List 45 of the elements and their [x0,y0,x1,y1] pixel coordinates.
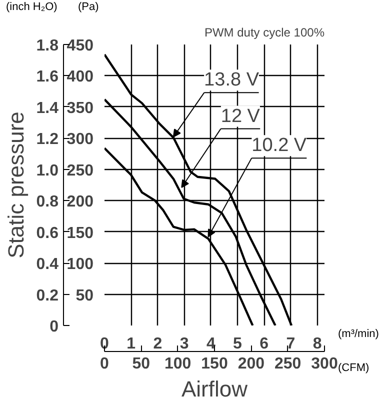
text: 13.8 V [204,70,260,91]
y-tick-label: 1.2 [36,131,59,148]
y2-tick-label: 200 [66,194,94,211]
y-tick-label: 0.8 [36,194,59,211]
y-tick-label: 0 [50,318,59,336]
text: (CFM) [338,361,370,376]
text: (inch H₂O) [6,0,58,15]
y2-tick-label: 450 [66,38,94,54]
y2-tick-label: 250 [66,162,94,180]
x-tick-label: 0 [100,336,110,352]
y-tick-label: 1.8 [36,38,59,54]
y-axis-title: Static pressure [3,112,28,258]
x2-tick-label: 200 [238,356,265,372]
x-tick-label: 4 [206,336,216,352]
y2-tick-label: 100 [66,256,94,274]
y-tick-label: 0.4 [36,256,59,274]
x2-tick-label: 250 [274,356,302,372]
y-tick-label: 1.0 [36,162,59,180]
x-tick-label: 7 [286,336,296,352]
text: (m³/min) [338,327,379,342]
x-tick-label: 1 [126,336,136,352]
x-tick-label: 6 [260,336,269,352]
y2-tick-label: 400 [66,68,94,86]
x2-tick-label: 150 [201,356,228,372]
x-tick-label: 8 [312,336,322,352]
chart-title: PWM duty cycle 100% [204,26,325,40]
y-tick-label: 0.2 [36,287,59,304]
y-tick-label: 1.6 [36,68,59,86]
x2-tick-label: 50 [132,356,150,372]
y2-tick-label: 300 [66,131,94,148]
y2-tick-label: 350 [66,100,94,117]
y-tick-label: 0.6 [36,224,59,242]
text: (Pa) [78,0,99,15]
x2-tick-label: 0 [100,356,110,372]
x-tick-label: 3 [180,336,189,352]
legend-label: 10.2 V [252,135,307,156]
legend-label: 12 V [220,106,260,127]
x-tick-label: 2 [153,336,162,352]
x-tick-label: 5 [233,336,242,352]
x2-tick-label: 300 [311,356,338,372]
y2-tick-label: 50 [76,287,94,304]
y2-tick-label: 150 [66,224,94,242]
x2-tick-label: 100 [164,356,192,372]
y-tick-label: 1.4 [36,100,59,117]
x-axis-title: Airflow [181,376,248,402]
